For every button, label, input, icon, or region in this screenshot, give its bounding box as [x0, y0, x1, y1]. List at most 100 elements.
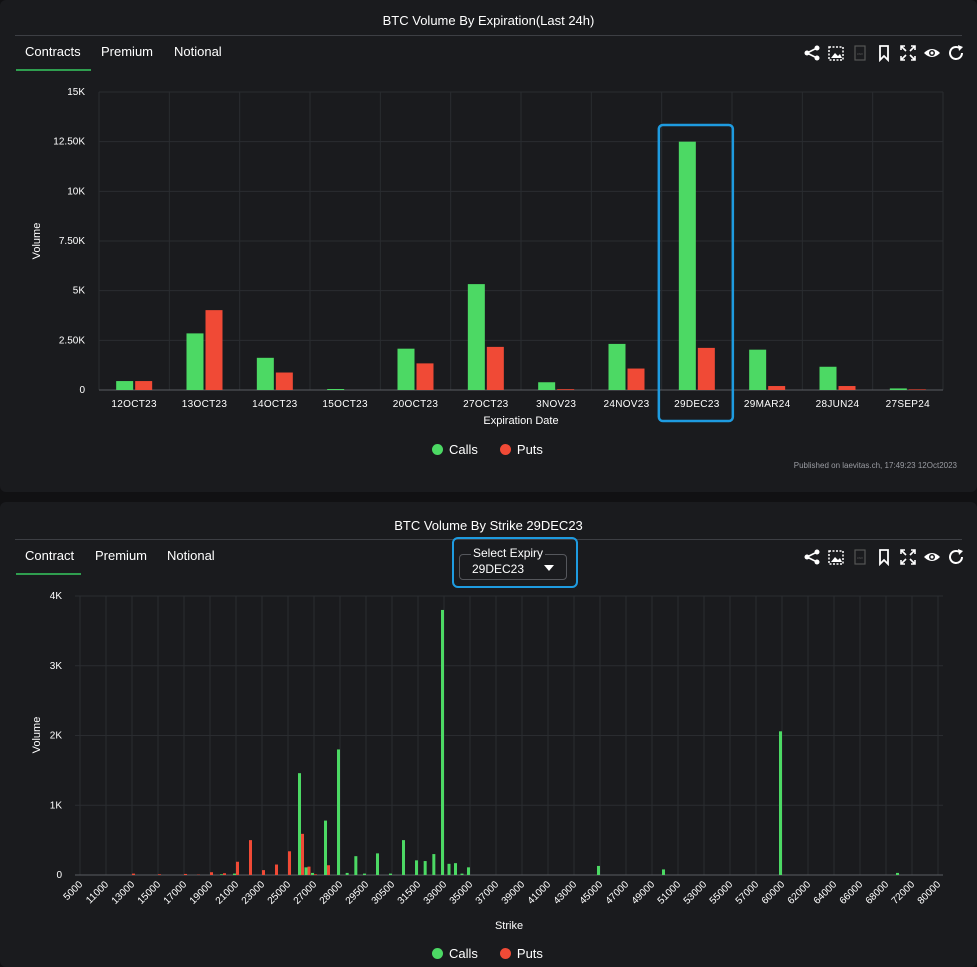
puts-bar: [210, 872, 213, 875]
tab-contracts[interactable]: Contracts: [25, 44, 81, 59]
share-button[interactable]: [801, 42, 823, 64]
chart-toolbar: csv: [801, 42, 967, 64]
refresh-button[interactable]: [945, 42, 967, 64]
csv-export-button[interactable]: csv: [849, 546, 871, 568]
eye-icon: [924, 553, 940, 561]
calls-bar: [311, 872, 314, 875]
active-tab-indicator: [16, 573, 81, 575]
fullscreen-button[interactable]: [897, 42, 919, 64]
tab-notional[interactable]: Notional: [167, 548, 215, 563]
x-tick-label: 21000: [214, 879, 242, 907]
x-tick-label: 27SEP24: [886, 399, 930, 410]
x-tick-label: 62000: [786, 879, 814, 907]
refresh-button[interactable]: [945, 546, 967, 568]
highlight-box: [657, 123, 735, 423]
x-tick-label: 41000: [526, 879, 554, 907]
active-tab-indicator: [16, 69, 91, 71]
puts-bar: [135, 381, 153, 390]
puts-bar: [301, 833, 304, 875]
puts-bar: [838, 386, 856, 390]
puts-bar: [132, 873, 135, 875]
eye-button[interactable]: [921, 42, 943, 64]
x-tick-label: 66000: [838, 879, 866, 907]
gridlines: [98, 91, 944, 391]
calls-bar: [889, 388, 907, 390]
puts-bar: [486, 346, 504, 390]
calls-dot-icon: [432, 948, 443, 959]
bookmark-button[interactable]: [873, 42, 895, 64]
tab-contract[interactable]: Contract: [25, 548, 75, 563]
puts-bar: [236, 861, 239, 875]
calls-bar: [186, 333, 204, 390]
divider: [15, 35, 962, 36]
y-tick-label: 2.50K: [59, 335, 85, 346]
x-tick-label: 29DEC23: [674, 399, 720, 410]
y-tick-label: 12.50K: [53, 137, 85, 148]
legend-calls[interactable]: Calls: [432, 442, 478, 457]
legend-puts[interactable]: Puts: [499, 442, 543, 457]
y-axis-label: Volume: [31, 717, 43, 754]
puts-bar: [327, 865, 330, 875]
y-tick-label: 0: [56, 870, 62, 881]
image-export-button[interactable]: [825, 546, 847, 568]
x-tick-label: 43000: [552, 879, 580, 907]
puts-bar: [768, 386, 786, 390]
eye-button[interactable]: [921, 546, 943, 568]
calls-bar: [337, 749, 340, 875]
calls-bar: [896, 872, 899, 875]
x-tick-label: 35000: [448, 879, 476, 907]
published-note: Published on laevitas.ch, 17:49:23 12Oct…: [793, 461, 957, 470]
x-tick-label: 64000: [812, 879, 840, 907]
tab-notional[interactable]: Notional: [174, 44, 222, 59]
x-tick-label: 15000: [136, 879, 164, 907]
x-tick-label: 27OCT23: [463, 399, 509, 410]
legend-puts[interactable]: Puts: [499, 946, 543, 961]
refresh-icon: [949, 549, 963, 564]
csv-export-button[interactable]: csv: [849, 42, 871, 64]
puts-bar: [205, 310, 223, 390]
x-tick-label: 53000: [682, 879, 710, 907]
calls-bar: [749, 349, 767, 390]
x-tick-label: 13OCT23: [182, 399, 228, 410]
calls-bar: [402, 840, 405, 875]
strike-bar-chart: 5000 110001300015000170001900021000230002…: [31, 591, 943, 932]
puts-bar: [184, 873, 187, 875]
calls-bar: [304, 867, 308, 875]
y-tick-label: 10K: [67, 186, 85, 197]
calls-bar: [597, 865, 600, 875]
x-tick-label: 24NOV23: [603, 399, 649, 410]
calls-bar: [467, 284, 485, 390]
calls-bar: [345, 872, 349, 875]
puts-bar: [158, 874, 161, 875]
bookmark-button[interactable]: [873, 546, 895, 568]
image-export-button[interactable]: [825, 42, 847, 64]
expiration-panel: [0, 0, 977, 492]
legend-calls[interactable]: Calls: [432, 946, 478, 961]
x-tick-label: 37000: [474, 879, 502, 907]
tab-premium[interactable]: Premium: [95, 548, 148, 563]
share-button[interactable]: [801, 546, 823, 568]
puts-bar: [262, 870, 265, 875]
calls-bar: [220, 874, 223, 875]
legend-calls-label: Calls: [449, 946, 478, 961]
calls-bar: [608, 343, 626, 390]
divider: [15, 539, 962, 540]
x-tick-label: 28JUN24: [816, 399, 860, 410]
calls-bar: [432, 854, 436, 875]
expiry-select-value: 29DEC23: [472, 562, 525, 576]
chart-toolbar: csv: [801, 546, 967, 568]
y-axis-label: Volume: [31, 223, 43, 260]
fullscreen-button[interactable]: [897, 546, 919, 568]
x-tick-label: 57000: [734, 879, 762, 907]
puts-bar: [416, 363, 434, 390]
calls-bar: [538, 382, 556, 390]
calls-bar: [467, 867, 470, 875]
calls-bar: [441, 609, 444, 875]
x-tick-label: 27000: [292, 879, 320, 907]
y-tick-label: 0: [79, 385, 85, 396]
expiration-bar-chart: 0 2.50K 5K 7.50K 10K 12.50K 15K 12OCT23 13OCT23 1…: [31, 87, 944, 427]
y-tick-label: 2K: [50, 731, 63, 742]
fullscreen-icon: [900, 45, 916, 61]
expiry-select-label: Select Expiry: [471, 546, 546, 560]
tab-premium[interactable]: Premium: [101, 44, 154, 59]
